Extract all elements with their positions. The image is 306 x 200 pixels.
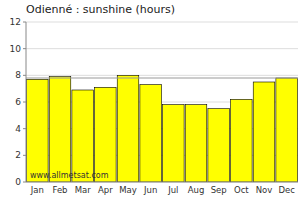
tick-label: 6 xyxy=(15,97,21,107)
bar xyxy=(72,90,94,182)
category-label: Jul xyxy=(167,185,178,195)
bar xyxy=(140,85,162,182)
category-label: Nov xyxy=(256,185,273,195)
tick-label: 8 xyxy=(15,70,21,80)
bar xyxy=(231,99,253,182)
chart: 0 2 4 6 8 10 12 Jan Feb Mar Apr May Jun Jul Aug Sep Oct N… xyxy=(0,0,306,200)
grid-line xyxy=(26,182,298,183)
bar xyxy=(163,105,185,182)
bar xyxy=(27,79,49,182)
bar xyxy=(49,77,71,182)
category-label: Feb xyxy=(52,185,67,195)
category-label: Dec xyxy=(278,185,295,195)
category-label: May xyxy=(119,185,137,195)
category-label: Oct xyxy=(234,185,249,195)
category-label: Aug xyxy=(188,185,205,195)
grid-line xyxy=(26,48,298,49)
marks xyxy=(26,75,298,182)
bar xyxy=(185,105,207,182)
grid-line xyxy=(26,75,298,76)
tick-label: 0 xyxy=(15,177,21,187)
average-line xyxy=(26,78,298,79)
tick-label: 12 xyxy=(10,17,21,27)
category-label: Jan xyxy=(30,185,44,195)
y-axis-line xyxy=(26,22,27,182)
tick-label: 4 xyxy=(15,124,21,134)
grid-line xyxy=(26,22,298,23)
category-label: Apr xyxy=(98,185,113,195)
page: {"chart_data": {"type": "bar", "title": … xyxy=(0,0,306,200)
title: Odienné : sunshine (hours) xyxy=(26,3,175,16)
category-label: Jun xyxy=(143,185,157,195)
category-label: Mar xyxy=(75,185,92,195)
bar xyxy=(117,75,139,182)
x-axis-line xyxy=(26,182,298,183)
annotation: www.allmetsat.com xyxy=(30,171,109,180)
bar xyxy=(95,87,117,182)
bar xyxy=(208,109,230,182)
bar xyxy=(276,78,298,182)
category-label: Sep xyxy=(211,185,227,195)
tick-label: 10 xyxy=(10,44,22,54)
tick-label: 2 xyxy=(15,150,21,160)
plot-area xyxy=(26,22,298,182)
bar xyxy=(253,82,275,182)
